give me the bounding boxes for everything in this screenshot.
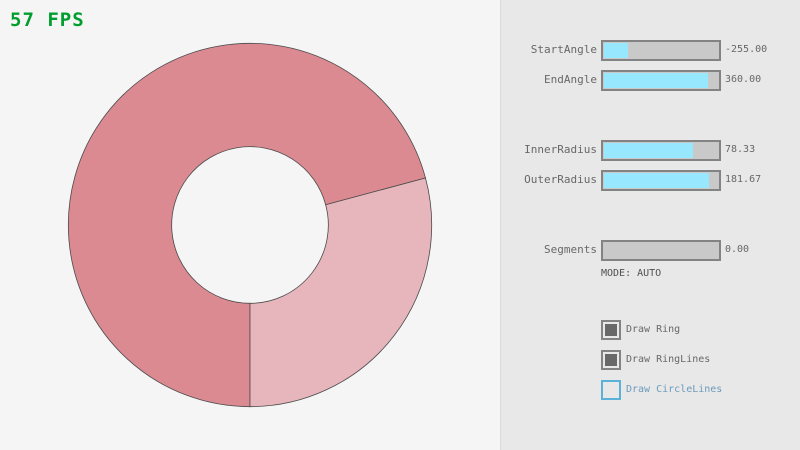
slider-inner-radius[interactable]: InnerRadius 78.33 [501,140,800,161]
slider-value: 360.00 [725,74,762,85]
slider-label: Segments [544,243,597,256]
ring-segment-main [67,42,426,408]
slider-value: 181.67 [725,174,762,185]
slider-fill [604,173,709,188]
checkbox-box[interactable] [601,350,621,370]
slider-track[interactable] [601,170,721,191]
mode-label: MODE: AUTO [601,268,662,279]
slider-start-angle[interactable]: StartAngle -255.00 [501,40,800,61]
slider-fill [604,73,708,88]
slider-label: StartAngle [530,43,597,56]
slider-label: OuterRadius [524,173,597,186]
ring-canvas [67,42,433,408]
slider-label: InnerRadius [524,143,597,156]
checkbox-label: Draw Ring [626,324,681,335]
slider-end-angle[interactable]: EndAngle 360.00 [501,70,800,91]
control-panel: StartAngle -255.00 EndAngle 360.00 Inner… [500,0,800,450]
slider-segments[interactable]: Segments 0.00 [501,240,800,261]
checkbox-box[interactable] [601,380,621,400]
check-mark-icon [605,354,617,366]
slider-track[interactable] [601,70,721,91]
slider-value: -255.00 [725,44,768,55]
slider-value: 78.33 [725,144,756,155]
slider-track[interactable] [601,240,721,261]
fps-counter: 57 FPS [10,9,85,31]
check-mark-icon [605,324,617,336]
slider-track[interactable] [601,140,721,161]
slider-value: 0.00 [725,244,750,255]
slider-label: EndAngle [544,73,597,86]
slider-outer-radius[interactable]: OuterRadius 181.67 [501,170,800,191]
checkbox-label: Draw RingLines [626,354,711,365]
slider-fill [604,43,628,58]
slider-track[interactable] [601,40,721,61]
checkbox-label: Draw CircleLines [626,384,723,395]
checkbox-box[interactable] [601,320,621,340]
ring-segment-remainder [249,177,433,408]
slider-fill [604,143,693,158]
